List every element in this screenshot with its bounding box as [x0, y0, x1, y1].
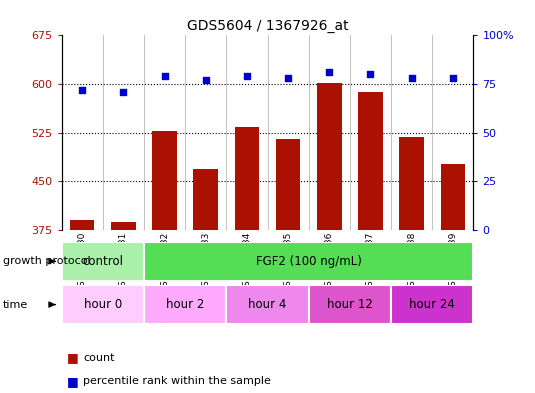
Bar — [309, 285, 391, 324]
Title: GDS5604 / 1367926_at: GDS5604 / 1367926_at — [187, 19, 348, 33]
Text: hour 0: hour 0 — [83, 298, 122, 311]
Text: ■: ■ — [67, 375, 79, 388]
Bar — [358, 92, 383, 230]
Bar — [399, 136, 424, 230]
Bar — [276, 139, 301, 230]
Bar — [193, 169, 218, 230]
Point — [243, 73, 251, 79]
Text: hour 2: hour 2 — [166, 298, 204, 311]
Bar — [111, 222, 136, 230]
Bar — [144, 285, 226, 324]
Text: time: time — [3, 299, 28, 310]
Point — [160, 73, 169, 79]
Point — [408, 75, 416, 81]
Text: hour 4: hour 4 — [248, 298, 287, 311]
Point — [449, 75, 457, 81]
Bar — [144, 242, 473, 281]
Text: FGF2 (100 ng/mL): FGF2 (100 ng/mL) — [256, 255, 362, 268]
Bar — [226, 285, 309, 324]
Bar — [62, 285, 144, 324]
Text: ■: ■ — [67, 351, 79, 364]
Text: hour 24: hour 24 — [409, 298, 455, 311]
Point — [202, 77, 210, 83]
Text: count: count — [83, 353, 114, 363]
Point — [325, 69, 334, 75]
Bar — [317, 83, 342, 230]
Bar — [391, 285, 473, 324]
Point — [119, 89, 128, 95]
Text: percentile rank within the sample: percentile rank within the sample — [83, 376, 271, 386]
Text: control: control — [82, 255, 123, 268]
Text: hour 12: hour 12 — [327, 298, 373, 311]
Bar — [234, 127, 259, 230]
Point — [366, 71, 375, 77]
Point — [78, 87, 87, 93]
Bar — [62, 242, 144, 281]
Bar — [152, 131, 177, 230]
Bar — [440, 164, 465, 230]
Bar — [70, 220, 95, 230]
Point — [284, 75, 293, 81]
Text: growth protocol: growth protocol — [3, 256, 90, 266]
